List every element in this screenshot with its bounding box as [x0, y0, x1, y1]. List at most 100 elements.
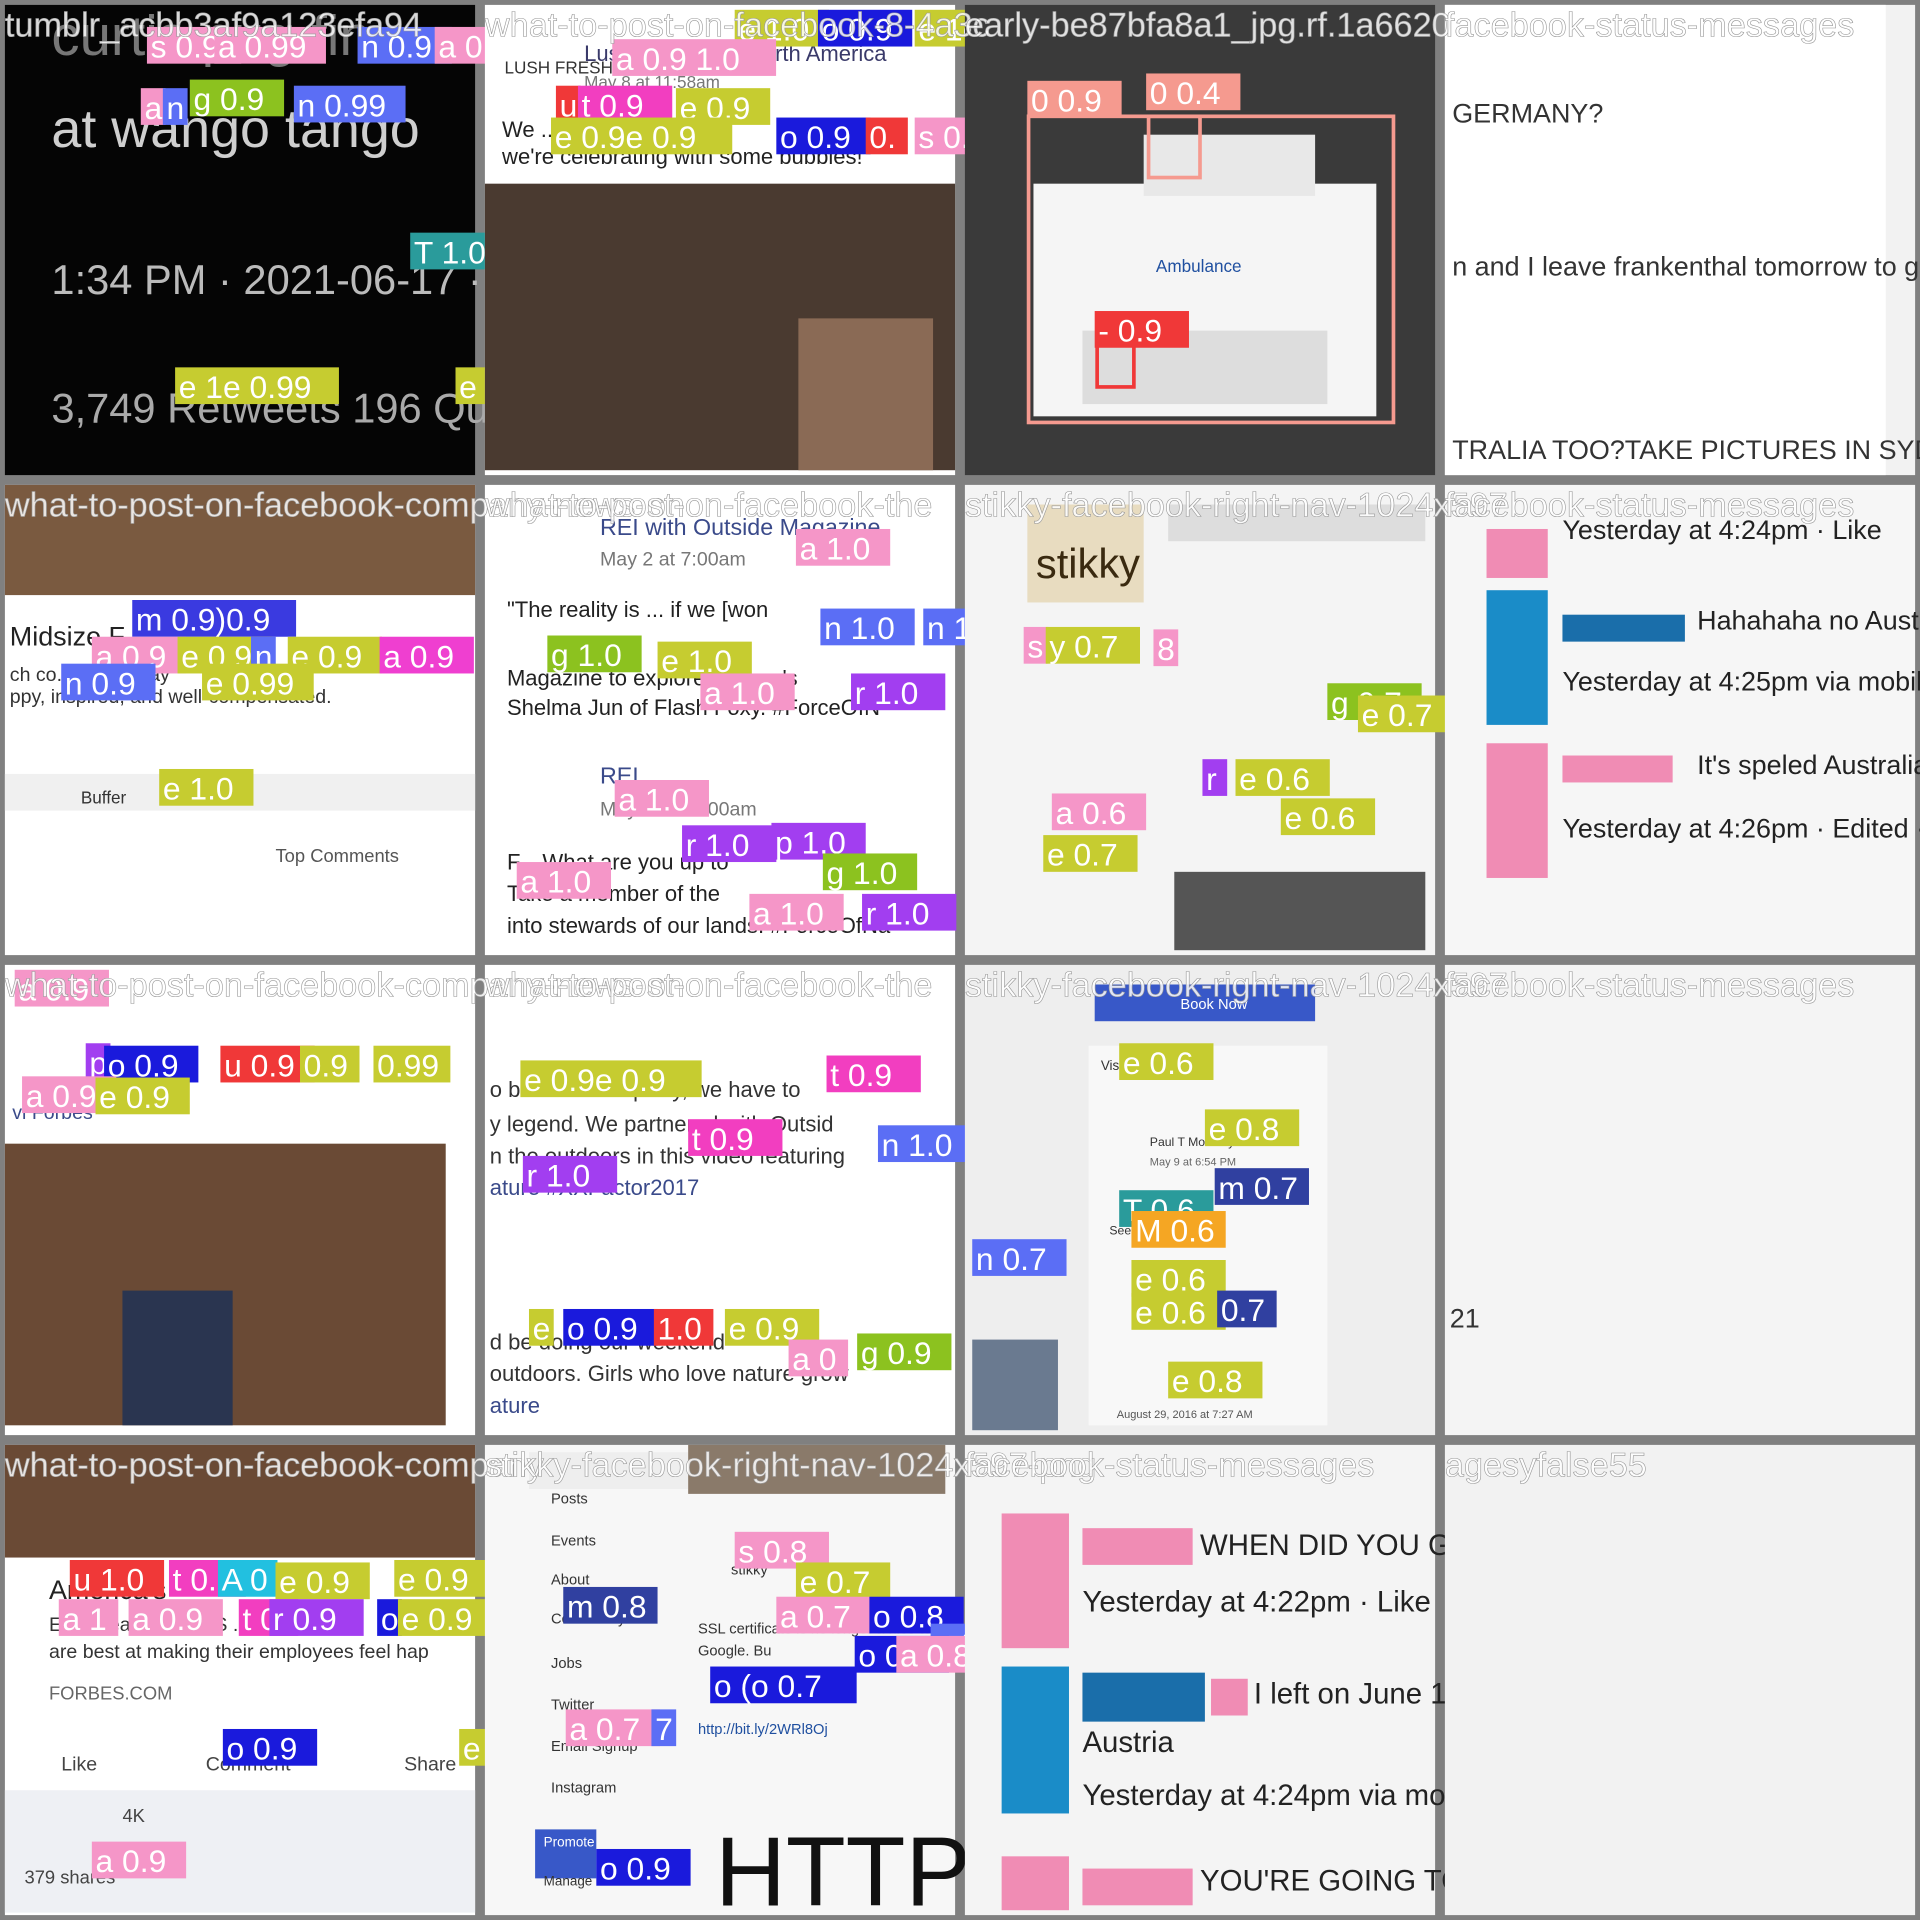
detection-label: e 0.7: [1047, 837, 1118, 873]
detection-label: n 1.0: [824, 610, 895, 646]
tile: 21: [1444, 964, 1916, 1436]
detection-label: e 0.9: [402, 1601, 473, 1637]
image-text: Yesterday at 4:22pm · Like: [1082, 1585, 1430, 1618]
image-text: GERMANY?: [1452, 98, 1603, 128]
detection-label-bg: [300, 1045, 360, 1083]
tile-filename: what-to-post-on-facebook-the: [484, 967, 933, 1005]
detection-label-bg: [1153, 629, 1179, 667]
tile: Yesterday at 4:24pm · Like Hahahaha no Au…: [1444, 484, 1920, 956]
detection-label-bg: [612, 39, 777, 76]
detection-label: e 0.6: [1135, 1262, 1206, 1298]
detection-label: r 0.9: [273, 1601, 337, 1637]
image-text: Posts: [551, 1492, 588, 1508]
detection-label: s: [1027, 629, 1043, 665]
tile-filename: what-to-post-on-facebook-company-news-on: [4, 967, 685, 1005]
tile-filename: what-to-post-on-facebook-the: [484, 487, 933, 525]
detection-label-bg: [749, 893, 844, 931]
image-region: [1168, 504, 1426, 542]
image-text: are best at making their employees feel …: [49, 1641, 429, 1663]
tile-filename: what-to-post-on-facebook-company-news-on: [4, 487, 685, 525]
detection-label-bg: [397, 1599, 493, 1636]
detection-label: e 1e 0.99: [179, 369, 312, 405]
detection-label-bg: [565, 1709, 660, 1747]
tile: America'sEach year, FORBES ... whichare …: [4, 1444, 554, 1916]
detection-label: t 0.9: [692, 1121, 754, 1157]
detection-label-bg: [140, 88, 166, 125]
detection-label: r: [1206, 761, 1217, 797]
detection-label-bg: [614, 780, 709, 817]
image-region: [1094, 984, 1316, 1022]
detection-label: s 0.8: [738, 1533, 807, 1569]
tile-filename: stikky-facebook-right-nav-1024x597: [965, 487, 1508, 525]
image-region: [1486, 590, 1548, 725]
detection-label: p: [89, 1045, 107, 1081]
image-text: "The reality is ... if we [won: [507, 597, 768, 622]
tile-filename: what-to-post-on-facebook-8-4a3c: [484, 7, 990, 45]
detection-label-bg: [1119, 1043, 1214, 1080]
detection-label: a 0.9: [96, 1843, 167, 1879]
detection-label: e 0.7: [1362, 697, 1433, 733]
detection-label-bg: [822, 853, 918, 891]
detection-label: n 0.9: [361, 29, 432, 65]
image-text: August 29, 2016 at 7:27 AM: [1117, 1409, 1253, 1421]
detection-label: n 0.9: [65, 665, 136, 701]
image-text: Instagram: [551, 1781, 616, 1797]
detection-label: s 0.9: [151, 29, 220, 65]
detection-label-bg: [293, 85, 406, 123]
detection-label: e 0.6: [1123, 1045, 1194, 1081]
detection-label: a 1.0: [618, 782, 689, 818]
detection-label: e 0.6: [1239, 761, 1310, 797]
detection-label: M 0.6: [1135, 1213, 1215, 1249]
tile-filename: facebook-status-messages: [1445, 487, 1854, 525]
image-region: [1082, 1672, 1205, 1722]
detection-label-bg: [651, 1709, 677, 1747]
detection-label: o (o 0.7: [714, 1668, 822, 1704]
detection-label-bg: [128, 1599, 223, 1636]
detection-label-bg: [972, 1239, 1067, 1276]
detection-label-bg: [159, 768, 254, 806]
detection-label: r 1.0: [855, 675, 919, 711]
detection-label: e 0.6: [1284, 800, 1355, 836]
detection-label-bg: [162, 88, 188, 125]
detection-label: e 0.6: [1135, 1295, 1206, 1331]
tile: Midsize Fch co... op... todayppy, inspir…: [4, 484, 476, 956]
detection-label-bg: [522, 1155, 618, 1193]
image-text: n and I leave frankenthal tomorrow to go…: [1452, 252, 1920, 282]
detection-label-bg: [710, 1666, 857, 1704]
detection-label-bg: [547, 635, 642, 673]
detection-label-bg: [217, 1560, 278, 1597]
image-text: Events: [551, 1533, 596, 1549]
bounding-box: [1146, 114, 1202, 180]
detection-label-bg: [104, 1045, 199, 1083]
detection-label: 0.9: [304, 1047, 348, 1083]
detection-label: m 0.9)0.9: [136, 602, 270, 638]
bounding-box: [1026, 114, 1396, 425]
image-text: Top Comments: [276, 845, 399, 866]
detection-label: t 0.: [173, 1562, 217, 1598]
tile: REI with Outside Magazine.May 2 at 7:00a…: [484, 484, 1018, 956]
tile: GERMANY? n and I leave frankenthal tomorr…: [1444, 4, 1920, 476]
detection-label: g 0.9: [861, 1335, 932, 1371]
detection-label: r 1.0: [527, 1158, 591, 1194]
tile-filename: facebook-status-messages: [1445, 7, 1854, 45]
detection-label: n 1.0: [882, 1127, 953, 1163]
image-text: Jobs: [551, 1656, 582, 1672]
detection-label: 0.: [869, 119, 896, 155]
image-text: May 9 at 6:54 PM: [1150, 1157, 1236, 1169]
detection-label-bg: [817, 9, 913, 47]
detection-label: o 0.9: [108, 1047, 179, 1083]
image-text: Share: [404, 1754, 456, 1776]
detection-label-bg: [1146, 73, 1241, 111]
detection-label-bg: [820, 608, 915, 646]
image-region: [1562, 614, 1685, 642]
detection-label-bg: [1045, 626, 1140, 664]
detection-label-bg: [596, 1848, 691, 1886]
detection-label-bg: [1094, 311, 1189, 348]
detection-label: e 0.9: [398, 1562, 469, 1598]
image-region: [4, 1444, 476, 1558]
tile: o be treated equally, we have toy legend…: [484, 964, 973, 1436]
detection-label: 0.7: [1221, 1292, 1265, 1328]
detection-label-bg: [577, 85, 673, 123]
image-text: About: [551, 1572, 589, 1588]
